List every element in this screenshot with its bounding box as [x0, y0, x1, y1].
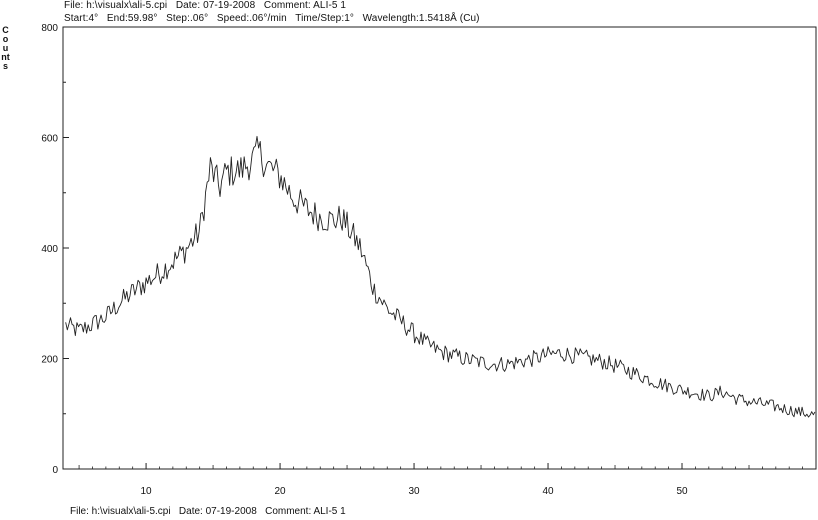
y-axis-label: Counts [1, 25, 10, 71]
y-tick-label: 800 [41, 23, 58, 34]
footer-file-info: File: h:\visualx\ali-5.cpi Date: 07-19-2… [70, 506, 346, 517]
y-tick-label: 600 [41, 134, 58, 145]
x-tick-label: 40 [542, 486, 554, 497]
header-scan-parameters: Start:4° End:59.98° Step:.06° Speed:.06°… [64, 13, 480, 24]
x-tick-label: 30 [408, 486, 420, 497]
axis-ticks [63, 26, 804, 470]
y-tick-label: 400 [41, 244, 58, 255]
header-file-info: File: h:\visualx\ali-5.cpi Date: 07-19-2… [64, 0, 347, 11]
x-tick-label: 10 [141, 486, 153, 497]
x-tick-label: 20 [274, 486, 286, 497]
axis-tick-labels: 0 200 400 600 800 10 20 30 40 50 [41, 23, 688, 497]
series-line-counts [65, 135, 816, 418]
y-tick-label: 0 [52, 465, 58, 476]
plot-frame [62, 26, 817, 470]
x-tick-label: 50 [676, 486, 688, 497]
y-tick-label: 200 [41, 355, 58, 366]
